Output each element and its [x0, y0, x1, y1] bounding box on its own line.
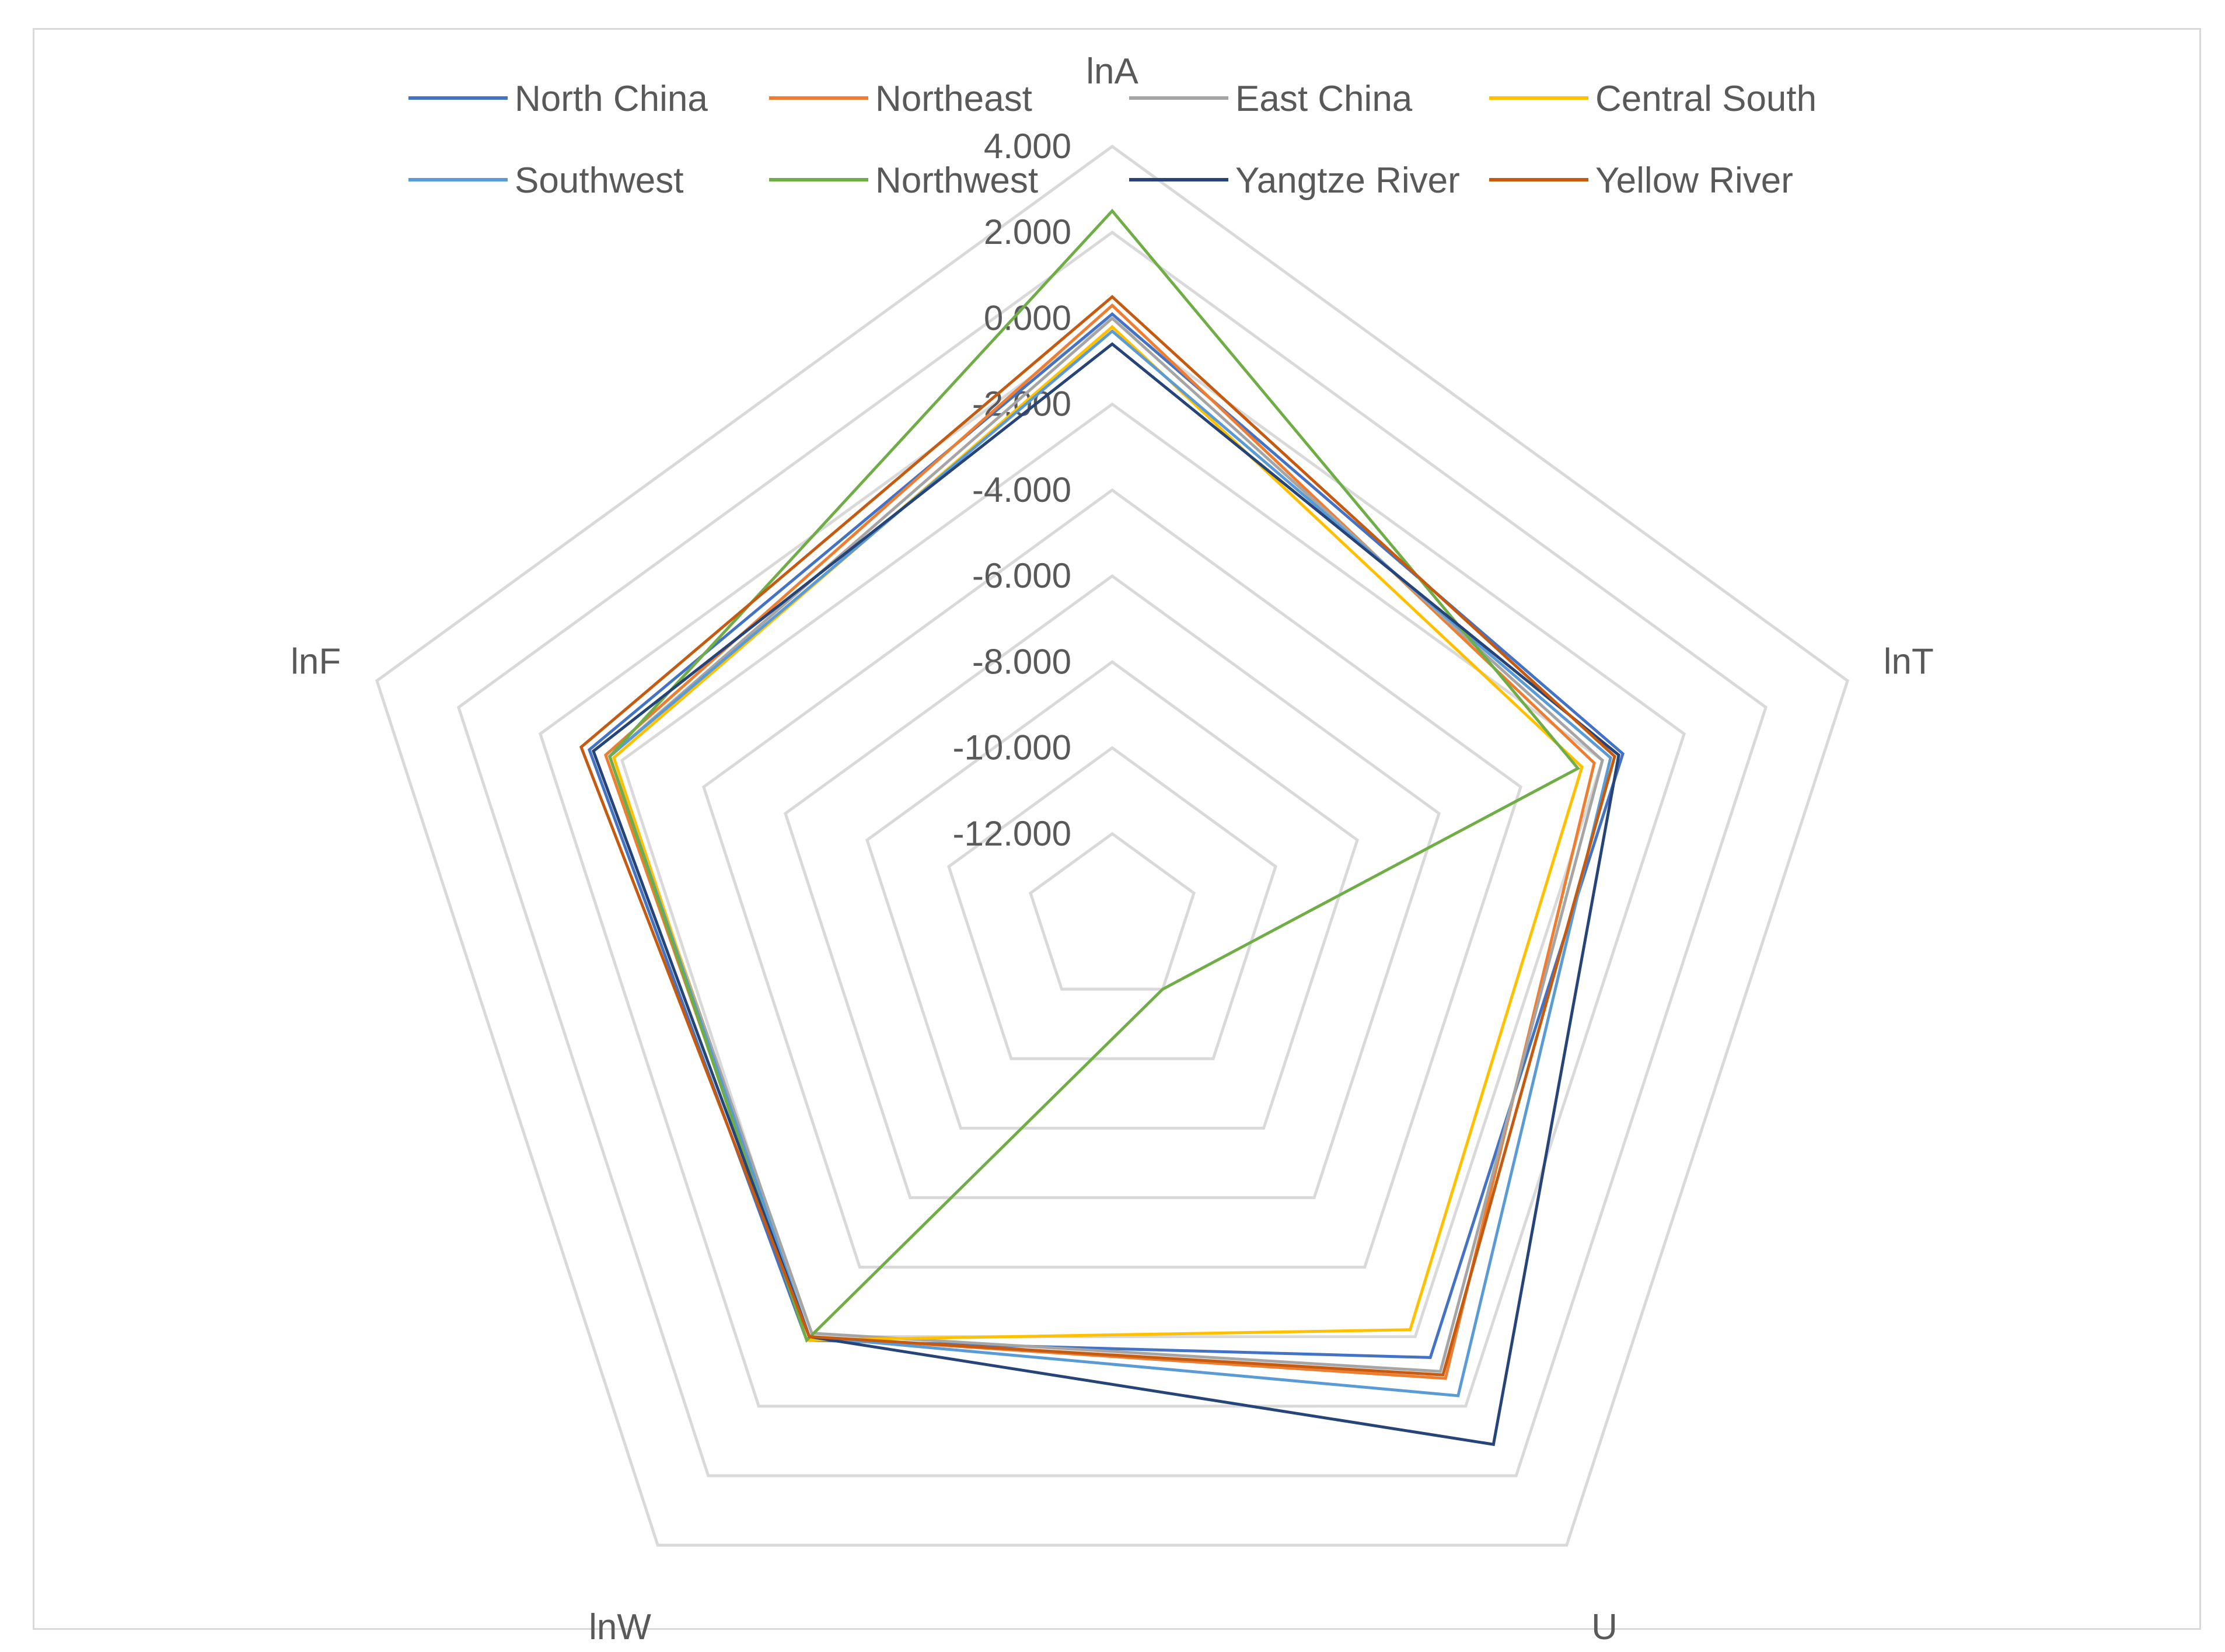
- grid-ring: [1029, 832, 1196, 991]
- radial-tick-labels: 4.0002.0000.000-2.000-4.000-6.000-8.000-…: [953, 127, 1072, 853]
- series-line: [579, 295, 1616, 1377]
- grid-ring: [783, 574, 1441, 1199]
- series-line: [607, 316, 1604, 1373]
- tick-label: -6.000: [972, 556, 1071, 595]
- axis-label: lnT: [1884, 642, 1934, 682]
- grid-ring: [538, 316, 1686, 1408]
- tick-label: 0.000: [984, 298, 1071, 337]
- grid-ring: [456, 230, 1768, 1478]
- grid-ring: [701, 488, 1523, 1269]
- legend-label: Southwest: [515, 160, 684, 201]
- series-line: [591, 342, 1620, 1447]
- legend-label: East China: [1235, 79, 1413, 119]
- axis-label: U: [1591, 1607, 1618, 1647]
- tick-label: -12.000: [953, 814, 1072, 853]
- legend-label: Northwest: [875, 160, 1038, 201]
- legend: North China Northeast East China Central So…: [408, 79, 1817, 201]
- grid-ring: [865, 660, 1359, 1130]
- axis-label: lnF: [291, 642, 341, 682]
- legend-label: Northeast: [875, 79, 1032, 119]
- axis-label: lnW: [589, 1607, 651, 1647]
- series-line: [603, 303, 1596, 1380]
- radar-grid: [375, 144, 1850, 1547]
- chart-frame: [33, 28, 2201, 1630]
- series-line: [607, 329, 1612, 1398]
- legend-label: Yellow River: [1595, 160, 1793, 201]
- tick-label: -10.000: [953, 728, 1072, 767]
- legend-label: North China: [515, 79, 708, 119]
- series-line: [608, 208, 1580, 1343]
- legend-label: Yangtze River: [1235, 160, 1460, 201]
- tick-label: 4.000: [984, 127, 1071, 166]
- series-line: [612, 324, 1584, 1342]
- grid-ring: [375, 144, 1850, 1547]
- axis-label: lnA: [1086, 51, 1138, 92]
- series-lines: [579, 208, 1625, 1447]
- tick-label: -4.000: [972, 470, 1071, 509]
- tick-label: -8.000: [972, 642, 1071, 681]
- grid-ring: [947, 746, 1277, 1060]
- tick-label: 2.000: [984, 212, 1071, 252]
- series-line: [587, 312, 1625, 1359]
- legend-label: Central South: [1595, 79, 1817, 119]
